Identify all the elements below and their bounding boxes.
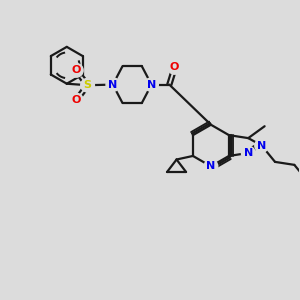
- Circle shape: [70, 93, 83, 107]
- Circle shape: [70, 64, 83, 77]
- Circle shape: [168, 61, 182, 74]
- Circle shape: [81, 78, 94, 92]
- Circle shape: [145, 78, 158, 92]
- Circle shape: [106, 78, 120, 92]
- Text: N: N: [244, 148, 253, 158]
- Text: N: N: [108, 80, 118, 90]
- Text: O: O: [72, 65, 81, 75]
- Circle shape: [255, 139, 268, 152]
- Circle shape: [242, 146, 255, 160]
- Text: O: O: [72, 95, 81, 105]
- Text: N: N: [147, 80, 156, 90]
- Text: N: N: [257, 140, 266, 151]
- Text: O: O: [170, 62, 179, 72]
- Circle shape: [204, 160, 218, 173]
- Text: S: S: [84, 80, 92, 90]
- Text: N: N: [206, 161, 216, 171]
